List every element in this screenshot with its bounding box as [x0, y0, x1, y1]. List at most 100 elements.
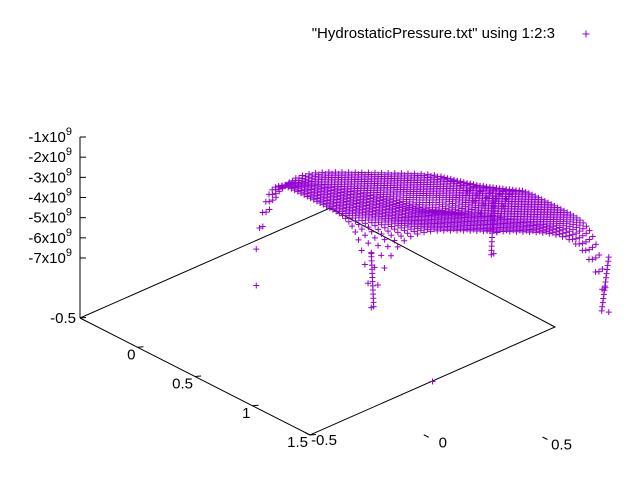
surface-point: [269, 191, 276, 198]
surface-point: [579, 225, 586, 232]
axis-tick-labels: -0.500.511.5-0.500.511.5-1x109-2x109-3x1…: [28, 126, 572, 454]
surface-point: [391, 226, 398, 233]
z-tick-label: -3x109: [28, 166, 72, 186]
surface-point: [589, 256, 596, 263]
surface-point: [522, 188, 529, 195]
surface-point: [319, 169, 326, 176]
surface-point: [525, 190, 532, 197]
z-tick-label: -6x109: [28, 227, 72, 247]
surface-point: [404, 230, 411, 237]
outlier-point: [429, 378, 436, 385]
surface-point: [332, 169, 339, 176]
surface-point: [509, 188, 516, 195]
surface-point: [573, 224, 580, 231]
surface-point: [394, 229, 401, 236]
surface-point: [431, 172, 438, 179]
surface-point: [306, 170, 313, 177]
legend-marker-icon: [582, 30, 590, 38]
surface-point: [370, 303, 377, 310]
surface-point: [599, 299, 606, 306]
surface-point: [548, 201, 555, 208]
surface-point: [500, 203, 507, 210]
surface-point: [545, 199, 552, 206]
surface-point: [339, 169, 346, 176]
surface-point: [371, 234, 378, 241]
surface-point: [604, 262, 611, 269]
surface-point: [589, 233, 596, 240]
surface-point: [388, 232, 395, 239]
surface-point: [385, 228, 392, 235]
surface-point: [577, 217, 583, 224]
surface-point: [342, 171, 349, 178]
surface-point: [414, 172, 421, 179]
surface-point: [488, 251, 495, 258]
surface-point: [576, 234, 583, 241]
surface-point: [273, 194, 280, 201]
surface-point: [535, 194, 542, 201]
surface-point: [414, 230, 421, 237]
surface-point: [444, 175, 451, 182]
surface-point: [375, 226, 382, 233]
y-tick-label: 1.5: [287, 434, 308, 451]
surface-point: [506, 191, 513, 198]
surface-point: [374, 281, 381, 288]
surface-point: [592, 254, 599, 261]
surface-point: [586, 246, 593, 253]
surface-point: [467, 185, 474, 192]
surface-point: [276, 188, 283, 195]
x-tick-mark: [423, 434, 429, 438]
y-tick-mark: [194, 375, 202, 377]
surface-point: [598, 307, 605, 314]
surface-point: [398, 233, 405, 240]
surface-point: [394, 171, 401, 178]
surface-point: [345, 169, 352, 176]
z-tick-label: -5x109: [28, 207, 72, 227]
surface-point: [516, 187, 523, 194]
surface-point: [401, 227, 408, 234]
surface-point: [586, 227, 593, 234]
surface-point: [404, 170, 411, 177]
surface-point: [286, 179, 293, 186]
surface-point: [447, 175, 454, 182]
y-tick-mark: [309, 434, 317, 436]
surface-point: [529, 191, 536, 198]
surface-point: [497, 214, 504, 221]
surface-point: [503, 195, 510, 202]
surface-point: [603, 274, 610, 281]
surface-point: [381, 236, 388, 243]
surface-point: [557, 206, 564, 213]
outlier-point: [253, 282, 260, 289]
surface-point: [348, 171, 355, 178]
surface-point: [372, 222, 379, 229]
axis-ticks: [79, 136, 548, 440]
surface-point: [583, 230, 590, 237]
surface-point: [599, 303, 606, 310]
surface-point: [480, 201, 487, 208]
x-tick-mark: [304, 432, 311, 436]
surface-point: [493, 229, 500, 236]
y-tick-mark: [79, 317, 87, 319]
surface-point: [388, 171, 395, 178]
surface-point: [407, 233, 414, 240]
surface-point: [302, 173, 309, 180]
x-tick-label: 0.5: [551, 437, 572, 454]
surface-point: [532, 193, 539, 200]
surface-point: [408, 172, 415, 179]
surface-point: [605, 254, 612, 261]
y-tick-label: 0: [127, 346, 135, 363]
surface-point: [299, 172, 306, 179]
surface-point: [603, 270, 610, 277]
surface-point: [457, 182, 464, 189]
surface-point: [573, 214, 580, 221]
surface-point: [349, 223, 356, 230]
surface-point: [362, 232, 369, 239]
surface-point: [596, 251, 603, 258]
x-tick-label: -0.5: [311, 432, 337, 449]
x-tick-mark: [542, 436, 548, 440]
surface-point: [312, 169, 319, 176]
surface-point: [586, 236, 593, 243]
surface-point: [480, 186, 487, 193]
surface-point: [519, 187, 526, 194]
surface-point: [437, 173, 444, 180]
